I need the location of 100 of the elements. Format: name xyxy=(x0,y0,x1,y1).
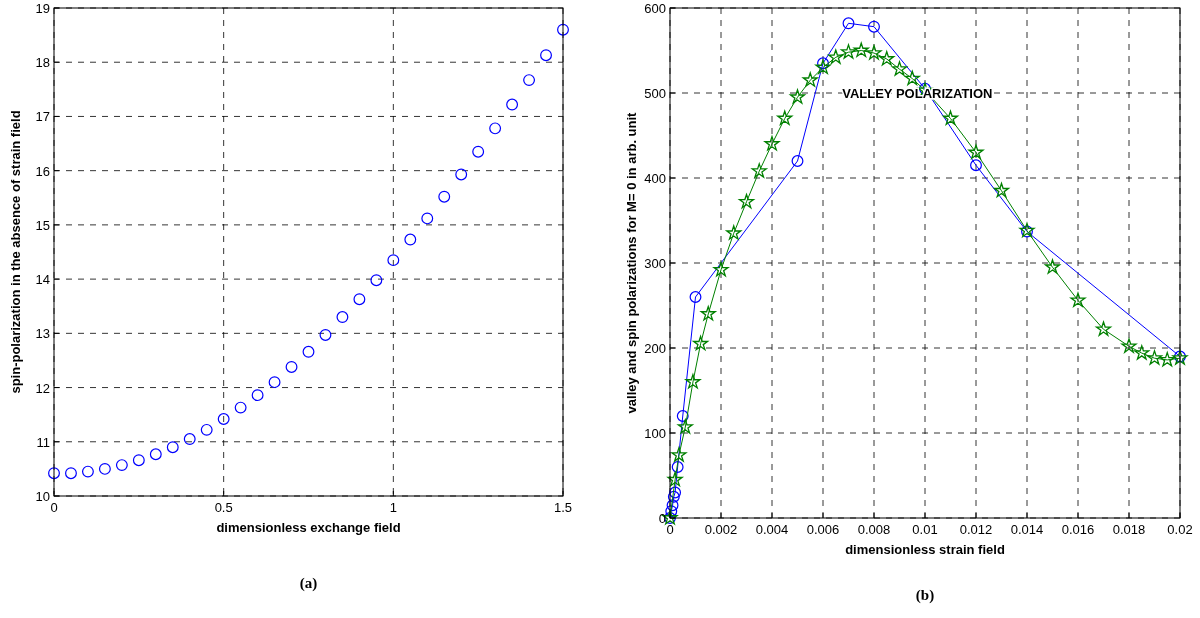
point xyxy=(942,110,959,126)
x-tick-label: 0.014 xyxy=(1010,522,1044,537)
y-tick-label: 19 xyxy=(35,1,50,16)
point xyxy=(200,423,213,436)
x-tick-label: 1 xyxy=(389,500,397,515)
y-tick-label: 17 xyxy=(35,109,50,125)
point xyxy=(1159,351,1175,367)
y-tick-label: 18 xyxy=(35,55,50,71)
y-axis-title: spin-polarization in the absence of strain field xyxy=(8,110,23,394)
point xyxy=(132,454,145,467)
point xyxy=(1146,350,1163,365)
point xyxy=(840,44,857,59)
point xyxy=(98,462,111,475)
point xyxy=(115,459,128,472)
y-tick-label: 10 xyxy=(35,489,50,504)
point xyxy=(234,401,247,414)
x-tick-label: 0.006 xyxy=(806,522,840,537)
point xyxy=(667,471,683,487)
x-tick-label: 0.018 xyxy=(1112,522,1146,537)
x-tick-label: 0.016 xyxy=(1061,522,1095,537)
y-tick-label: 500 xyxy=(644,86,666,101)
point xyxy=(671,461,684,473)
point xyxy=(65,467,77,480)
point xyxy=(738,193,755,209)
point xyxy=(489,122,502,135)
point xyxy=(387,254,400,267)
point xyxy=(713,261,729,277)
point xyxy=(671,447,687,462)
point xyxy=(285,361,298,373)
x-tick-label: 0.004 xyxy=(755,522,789,537)
x-tick-label: 0.002 xyxy=(704,522,738,537)
point xyxy=(879,51,895,66)
point xyxy=(904,70,920,86)
point xyxy=(789,89,806,104)
point xyxy=(968,144,984,160)
point xyxy=(421,212,434,225)
y-tick-label: 11 xyxy=(36,434,50,450)
x-axis-title: dimensionless exchange field xyxy=(216,520,401,535)
point xyxy=(149,448,162,461)
point xyxy=(689,291,702,303)
point xyxy=(666,499,679,512)
y-tick-label: 600 xyxy=(644,1,666,16)
x-tick-label: 0.02 xyxy=(1167,522,1193,537)
point xyxy=(557,23,569,36)
y-tick-label: 13 xyxy=(35,326,50,342)
text: (a) xyxy=(299,575,318,592)
y-tick-label: 16 xyxy=(35,163,50,179)
point xyxy=(777,110,793,126)
x-tick-label: 1.5 xyxy=(553,500,573,515)
y-tick-label: 15 xyxy=(35,217,50,233)
point xyxy=(677,419,693,434)
point xyxy=(1044,259,1061,274)
point xyxy=(319,329,332,341)
point xyxy=(700,306,716,321)
point xyxy=(676,410,689,422)
point xyxy=(455,168,468,181)
point xyxy=(217,413,230,425)
y-tick-label: 14 xyxy=(35,272,50,288)
point xyxy=(438,190,451,203)
y-tick-label: 12 xyxy=(35,380,50,396)
point xyxy=(726,225,742,240)
y-tick-label: 300 xyxy=(644,256,666,271)
point xyxy=(866,45,882,60)
point xyxy=(370,274,383,287)
point xyxy=(891,61,908,76)
point xyxy=(166,441,179,454)
point xyxy=(868,20,880,33)
point xyxy=(48,467,60,480)
point xyxy=(540,49,552,62)
point xyxy=(993,182,1010,198)
point xyxy=(336,311,349,324)
point xyxy=(472,145,485,158)
point xyxy=(1070,292,1086,307)
point xyxy=(667,490,680,503)
x-tick-label: 0.01 xyxy=(912,522,938,537)
point xyxy=(853,42,869,58)
point xyxy=(81,465,94,478)
point xyxy=(268,376,281,389)
point xyxy=(685,374,701,389)
point xyxy=(302,345,315,358)
point xyxy=(1121,338,1137,353)
point xyxy=(970,159,982,172)
point xyxy=(1134,345,1150,360)
point xyxy=(842,17,855,30)
point xyxy=(815,59,831,75)
point xyxy=(404,233,417,246)
point xyxy=(506,98,519,111)
x-axis-title: dimensionless strain field xyxy=(845,542,1005,557)
point xyxy=(828,49,844,64)
point xyxy=(693,335,709,351)
point xyxy=(183,433,196,446)
point xyxy=(669,486,682,499)
x-tick-label: 0.012 xyxy=(959,522,993,537)
y-tick-label: 100 xyxy=(644,426,666,441)
text: (b) xyxy=(915,587,935,604)
point xyxy=(764,136,780,151)
y-tick-label: 400 xyxy=(644,171,666,186)
point xyxy=(251,389,264,402)
x-tick-label: 0.5 xyxy=(214,500,233,515)
y-tick-label: 200 xyxy=(644,341,666,356)
